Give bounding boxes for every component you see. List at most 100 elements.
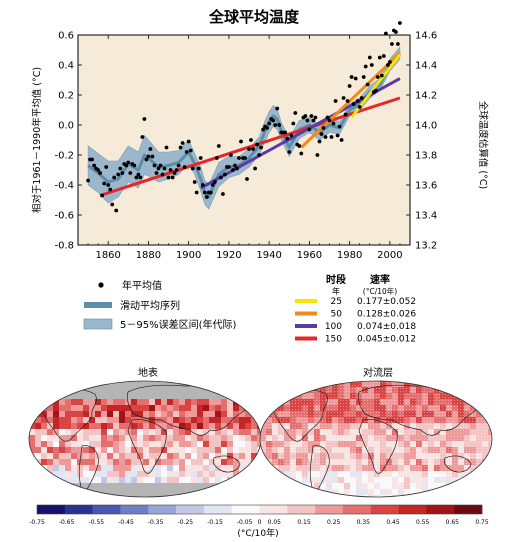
map-cell: [149, 411, 155, 417]
map-cell-nodata: [161, 489, 167, 495]
map-cell: [185, 459, 191, 465]
map-cell-nodata: [125, 381, 131, 387]
map-cell: [233, 435, 239, 441]
colorbar-tick-label: -0.25: [178, 519, 194, 526]
map-cell: [476, 393, 482, 399]
map-cell: [125, 447, 131, 453]
map-cell: [191, 405, 197, 411]
map-cell: [209, 435, 215, 441]
trend-table: 时段 年 速率 (°C/10年) 25 0.177±0.052 50 0.128±0.…: [295, 273, 416, 345]
map-cell: [440, 495, 446, 497]
annual-point: [221, 192, 225, 196]
map-cell-nodata: [209, 483, 215, 489]
map-cell: [284, 489, 290, 495]
map-cell: [191, 423, 197, 429]
annual-point: [190, 166, 195, 171]
annual-point: [309, 114, 314, 118]
map-cell: [137, 465, 143, 471]
map-cell: [185, 441, 191, 447]
map-cell: [302, 489, 308, 495]
map-cell: [488, 465, 492, 471]
map-cell: [29, 471, 35, 477]
map-cell: [59, 405, 65, 411]
map-cell: [284, 393, 290, 399]
map-cell: [470, 477, 476, 483]
map-cell: [266, 393, 272, 399]
map-cell-nodata: [137, 495, 143, 497]
map-cell: [89, 465, 95, 471]
trend-rate: 0.177±0.052: [357, 297, 416, 307]
map-cell: [296, 381, 302, 387]
map-cell: [257, 471, 261, 477]
map-cell: [227, 423, 233, 429]
map-cell: [77, 399, 83, 405]
trend-period: 50: [331, 310, 343, 320]
map-cell: [221, 405, 227, 411]
map-cell: [227, 429, 233, 435]
y2-tick-label: 13.2: [415, 241, 437, 252]
map-cell: [251, 465, 257, 471]
map-cell-nodata: [191, 495, 197, 497]
map-cell-nodata: [47, 483, 53, 489]
map-cell-nodata: [113, 381, 119, 387]
map-cell: [59, 423, 65, 429]
map-cell: [77, 411, 83, 417]
colorbar-segment: [287, 505, 316, 514]
map-cell-nodata: [185, 495, 191, 497]
map-cell: [95, 405, 101, 411]
map-cell: [77, 465, 83, 471]
map-cell: [191, 435, 197, 441]
annual-point: [375, 75, 380, 79]
annual-point: [317, 139, 322, 144]
map-cell: [107, 441, 113, 447]
annual-point: [231, 168, 235, 172]
colorbar-tick-label: 0.05: [268, 519, 282, 526]
map-cell: [77, 435, 83, 441]
colorbar-tick-label: 0.55: [416, 519, 430, 526]
map-cell: [464, 393, 470, 399]
map-cell: [290, 387, 296, 393]
map-cell: [209, 411, 215, 417]
map-cell-nodata: [251, 387, 257, 393]
map-cell: [272, 387, 278, 393]
map-cell: [35, 441, 41, 447]
map-cell: [476, 483, 482, 489]
map-cell: [302, 495, 308, 497]
annual-point: [357, 105, 362, 109]
annual-point: [146, 154, 151, 159]
map-cell: [143, 429, 149, 435]
map-cell: [113, 441, 119, 447]
annual-point: [347, 84, 352, 88]
map-cell: [203, 399, 209, 405]
map-cell-nodata: [131, 387, 137, 393]
annual-point: [327, 118, 332, 123]
map-cell: [83, 399, 89, 405]
map-cell: [440, 381, 446, 387]
annual-point: [192, 180, 197, 184]
map-cell: [95, 399, 101, 405]
map-cell: [239, 417, 245, 423]
map-cell: [488, 471, 492, 477]
map-cell-nodata: [149, 393, 155, 399]
map-cell: [35, 405, 41, 411]
map-cell: [71, 405, 77, 411]
map-cell: [101, 453, 107, 459]
map-cell: [137, 417, 143, 423]
map-cell: [482, 399, 488, 405]
map-cell-nodata: [155, 393, 161, 399]
map-cell-nodata: [251, 489, 257, 495]
map-cell: [464, 489, 470, 495]
map-cell-nodata: [149, 489, 155, 495]
map-cell: [83, 453, 89, 459]
map-cell: [83, 429, 89, 435]
y2-tick-label: 14.4: [415, 61, 437, 72]
map-cell: [113, 429, 119, 435]
map-cell: [125, 471, 131, 477]
map-cell: [416, 495, 422, 497]
plot-area: [78, 35, 410, 245]
annual-point: [285, 136, 290, 141]
annual-point: [128, 171, 133, 175]
colorbar-tick-label: -0.45: [118, 519, 134, 526]
map-cell: [71, 471, 77, 477]
map-cell-nodata: [143, 495, 149, 497]
